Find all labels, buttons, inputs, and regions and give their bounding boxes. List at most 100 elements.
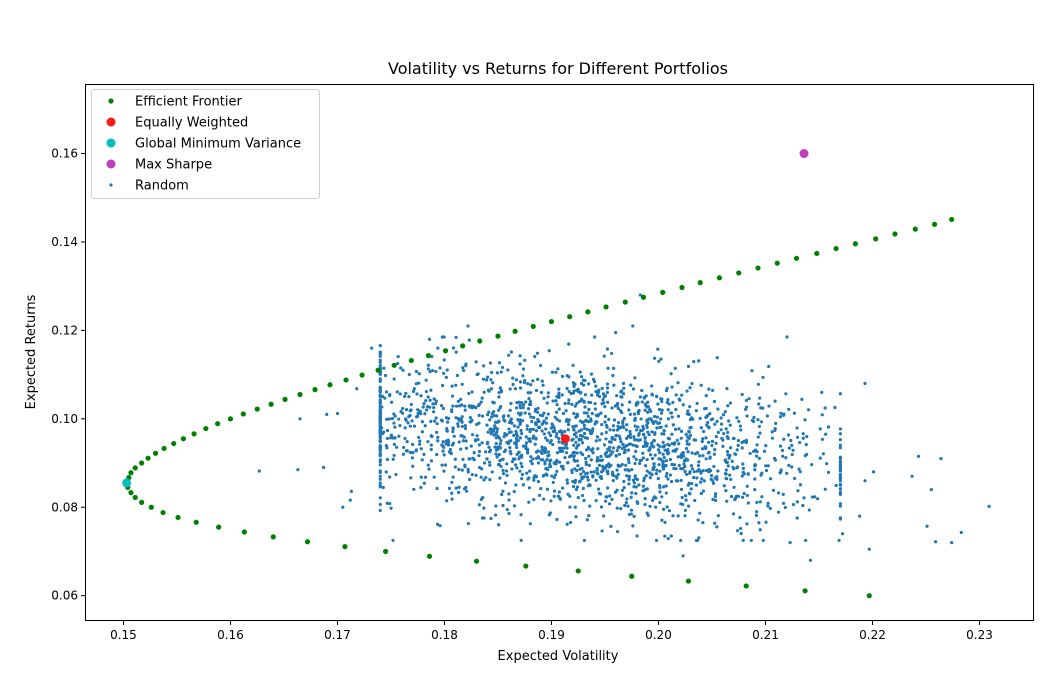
random-point [507, 492, 511, 496]
random-point [539, 486, 543, 491]
random-point [454, 335, 458, 340]
random-point [934, 540, 938, 544]
random-point [804, 443, 808, 447]
random-point [442, 469, 446, 473]
random-point [721, 413, 726, 417]
random-point [838, 492, 842, 497]
random-point [552, 489, 557, 493]
random-point [648, 417, 652, 421]
max-sharpe-point [799, 149, 809, 159]
random-point [495, 455, 499, 459]
random-point [601, 464, 605, 468]
random-point [461, 457, 465, 461]
random-point [403, 436, 407, 441]
random-point [605, 425, 609, 429]
random-point [450, 491, 454, 495]
frontier-point [139, 460, 145, 466]
legend-label: Equally Weighted [135, 116, 248, 131]
random-point [565, 386, 569, 391]
frontier-point [152, 450, 159, 456]
random-point [511, 382, 515, 387]
random-point [776, 510, 781, 514]
random-point [442, 358, 446, 362]
random-point [389, 433, 394, 437]
random-point [716, 514, 720, 518]
random-point [706, 420, 710, 425]
random-point [628, 400, 632, 404]
random-point [614, 433, 618, 437]
random-point [637, 433, 641, 437]
random-point [625, 436, 629, 440]
y-tick-label: 0.12 [51, 323, 78, 337]
random-point [641, 427, 646, 431]
random-point [564, 409, 568, 413]
random-point [615, 468, 619, 472]
random-point [572, 428, 576, 432]
random-point [390, 400, 394, 404]
random-point [838, 487, 842, 491]
random-point [420, 420, 425, 424]
random-point [481, 377, 486, 381]
random-point [532, 434, 536, 438]
random-point [595, 468, 599, 472]
random-point [815, 497, 820, 501]
random-point [616, 472, 620, 476]
x-tick-label: 0.23 [966, 628, 993, 642]
random-point [467, 457, 472, 461]
random-point [723, 458, 728, 462]
random-point [496, 434, 500, 438]
frontier-point [575, 568, 581, 574]
random-point [724, 489, 728, 493]
random-point [579, 399, 583, 403]
random-point [669, 479, 674, 484]
random-point [587, 463, 591, 467]
random-point [544, 472, 548, 476]
random-point [726, 464, 730, 468]
random-point [675, 447, 679, 451]
random-point [534, 436, 538, 440]
random-point [557, 407, 561, 411]
random-point [518, 422, 522, 426]
random-point [481, 495, 485, 500]
random-point [542, 411, 546, 415]
random-point [494, 504, 498, 508]
random-point [468, 420, 472, 424]
random-point [407, 372, 411, 377]
random-point [656, 402, 660, 406]
random-point [543, 462, 547, 466]
random-point [507, 353, 511, 357]
random-point [511, 376, 515, 380]
random-point [552, 494, 556, 498]
random-point [660, 399, 664, 404]
random-point [630, 491, 634, 495]
x-tick-label: 0.17 [324, 628, 351, 642]
random-point [381, 485, 385, 490]
random-point [417, 372, 421, 376]
random-point [650, 457, 655, 461]
random-point [384, 470, 388, 474]
random-point [529, 383, 533, 387]
random-point [645, 458, 649, 462]
random-point [758, 500, 762, 504]
random-point [692, 475, 696, 480]
random-point [645, 511, 649, 515]
random-point [641, 424, 645, 428]
random-point [578, 419, 583, 423]
random-point [504, 469, 509, 473]
random-point [429, 388, 433, 392]
random-point [627, 469, 631, 473]
frontier-point [282, 396, 288, 402]
random-point [616, 420, 621, 425]
random-point [566, 461, 570, 465]
frontier-point [460, 343, 466, 349]
random-point [453, 465, 457, 469]
random-point [487, 445, 491, 449]
random-point [583, 393, 588, 397]
y-tick-label: 0.10 [51, 412, 78, 426]
random-point [592, 378, 596, 382]
random-point [669, 534, 673, 538]
random-point [527, 486, 532, 490]
random-point [568, 494, 572, 498]
random-point [755, 443, 759, 447]
random-point [583, 431, 587, 436]
